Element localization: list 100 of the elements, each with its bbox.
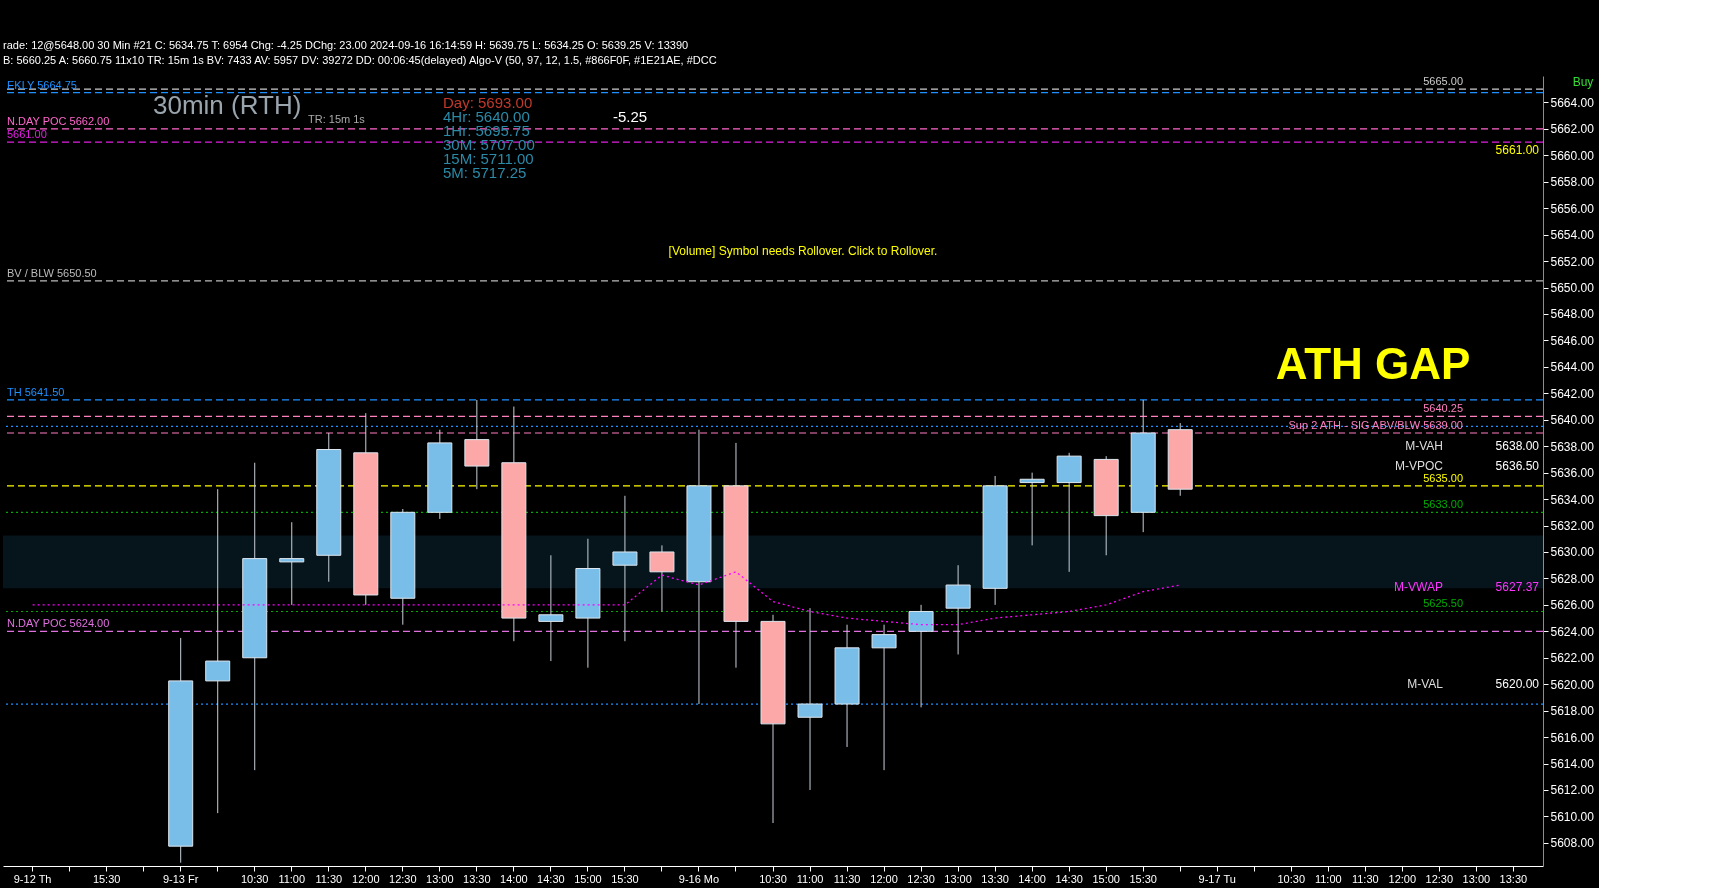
x-tick-label: 9-16 Mo xyxy=(678,872,720,885)
ref-line-label: 5665.00 xyxy=(1423,75,1463,88)
annotation: Day: 5693.00 xyxy=(443,94,533,111)
y-tick-label: 5644.00 xyxy=(1550,360,1595,375)
x-tick-label: 11:00 xyxy=(278,872,306,885)
annotation: -5.25 xyxy=(613,108,648,125)
x-tick-label: 14:00 xyxy=(500,872,528,885)
ref-line-label: N.DAY POC 5624.00 xyxy=(7,617,110,630)
x-tick-label: 11:30 xyxy=(1351,872,1379,885)
x-tick-label: 12:00 xyxy=(870,872,898,885)
ref-line-label: 5633.00 xyxy=(1423,498,1463,511)
y-tick-label: 5640.00 xyxy=(1550,413,1595,428)
x-tick-label: 14:30 xyxy=(537,872,565,885)
x-tick-label: 15:30 xyxy=(92,872,121,885)
y-tick-label: 5624.00 xyxy=(1550,624,1595,639)
y-tick-label: 5662.00 xyxy=(1550,122,1595,137)
x-tick-label: 10:30 xyxy=(1277,872,1306,885)
x-tick-label: 12:00 xyxy=(1388,872,1417,885)
ref-line-label: N.DAY POC 5662.00 xyxy=(7,114,110,127)
x-tick-label: 13:30 xyxy=(1499,872,1528,885)
annotation: 5620.00 xyxy=(1495,677,1540,691)
annotation: 5661.00 xyxy=(1495,143,1540,157)
x-tick-label: 12:30 xyxy=(389,872,417,885)
annotation: M-VPOC xyxy=(1395,459,1444,473)
y-tick-label: 5652.00 xyxy=(1550,254,1595,269)
ref-line-label: 5625.50 xyxy=(1423,597,1463,610)
y-tick-label: 5608.00 xyxy=(1550,836,1595,851)
y-tick-label: 5622.00 xyxy=(1550,651,1595,666)
x-tick-label: 12:30 xyxy=(1425,872,1454,885)
y-tick-label: 5638.00 xyxy=(1550,439,1595,454)
x-tick-label: 13:30 xyxy=(463,872,491,885)
ref-line-label: TH 5641.50 xyxy=(7,385,65,398)
y-tick-label: 5646.00 xyxy=(1550,333,1595,348)
y-tick-label: 5618.00 xyxy=(1550,704,1595,719)
ref-line-label: BV / BLW 5650.50 xyxy=(7,266,97,279)
x-tick-label: 12:00 xyxy=(352,872,380,885)
x-tick-label: 9-17 Tu xyxy=(1198,872,1236,885)
candlestick xyxy=(871,624,897,771)
annotation: M-VWAP xyxy=(1394,580,1443,594)
text: Buy xyxy=(1572,75,1594,89)
candlestick xyxy=(945,564,971,655)
annotation: 15M: 5711.00 xyxy=(443,150,534,167)
x-tick-label: 11:30 xyxy=(833,872,861,885)
text: rade: 12@5648.00 30 Min #21 C: 5634.75 T: 6954 Chg: -4.25 DChg: 23.00 2024-09-16 16:14:59 H: 5639.75 L: 5634.25 O: 5639.25 V: 13390 xyxy=(3,39,689,51)
annotation: 5627.37 xyxy=(1495,580,1540,594)
y-tick-label: 5656.00 xyxy=(1550,201,1595,216)
x-tick-label: 14:30 xyxy=(1055,872,1083,885)
ref-line-label: 5661.00 xyxy=(7,128,47,141)
candlestick xyxy=(908,604,934,708)
x-tick-label: 9-12 Th xyxy=(13,872,52,885)
annotation: M-VAH xyxy=(1405,439,1443,453)
y-tick-label: 5654.00 xyxy=(1550,228,1595,243)
y-tick-label: 5632.00 xyxy=(1550,519,1595,534)
annotation: ATH GAP xyxy=(1275,339,1471,388)
y-tick-label: 5660.00 xyxy=(1550,148,1595,163)
x-tick-label: 15:00 xyxy=(574,872,602,885)
x-tick-label: 15:30 xyxy=(611,872,639,885)
x-tick-label: 11:30 xyxy=(315,872,343,885)
annotation: 5636.50 xyxy=(1495,459,1540,473)
x-tick-label: 13:00 xyxy=(1462,872,1491,885)
x-tick-label: 13:00 xyxy=(426,872,454,885)
y-tick-label: 5614.00 xyxy=(1550,757,1595,772)
candlestick xyxy=(205,488,231,814)
annotation: 5638.00 xyxy=(1495,439,1540,453)
y-tick-label: 5626.00 xyxy=(1550,598,1595,613)
x-tick-label: 15:30 xyxy=(1129,872,1157,885)
x-tick-label: 13:30 xyxy=(981,872,1009,885)
y-tick-label: 5610.00 xyxy=(1550,809,1595,824)
candlestick xyxy=(279,521,305,606)
y-tick-label: 5664.00 xyxy=(1550,95,1595,110)
y-tick-label: 5634.00 xyxy=(1550,492,1595,507)
candlestick xyxy=(538,554,564,662)
x-tick-label: 9-13 Fr xyxy=(162,872,199,885)
text: B: 5660.25 A: 5660.75 11x10 TR: 15m 1s BV: 7433 AV: 5957 DV: 39272 DD: 00:06:45(delayed) Algo-V (50, 97, 12, 1.5, #866F0F, #1E21AE, #DCC xyxy=(3,54,717,66)
x-tick-label: 11:00 xyxy=(796,872,824,885)
y-tick-label: 5648.00 xyxy=(1550,307,1595,322)
y-tick-label: 5650.00 xyxy=(1550,281,1595,296)
y-tick-label: 5612.00 xyxy=(1550,783,1595,798)
annotation: M-VAL xyxy=(1407,677,1444,691)
annotation: TR: 15m 1s xyxy=(308,113,366,125)
x-tick-label: 12:30 xyxy=(907,872,935,885)
y-tick-label: 5636.00 xyxy=(1550,466,1595,481)
y-tick-label: 5630.00 xyxy=(1550,545,1595,560)
x-tick-label: 11:00 xyxy=(1314,872,1342,885)
y-tick-label: 5658.00 xyxy=(1550,175,1595,190)
x-tick-label: 10:30 xyxy=(759,872,787,885)
x-tick-label: 15:00 xyxy=(1092,872,1120,885)
candlestick xyxy=(649,544,675,612)
candlestick xyxy=(1019,472,1045,546)
ref-line-label: 5640.25 xyxy=(1423,402,1463,415)
x-tick-label: 14:00 xyxy=(1018,872,1046,885)
y-tick-label: 5628.00 xyxy=(1550,571,1595,586)
x-tick-label: 10:30 xyxy=(240,872,269,885)
x-tick-label: 13:00 xyxy=(944,872,972,885)
y-tick-label: 5616.00 xyxy=(1550,730,1595,745)
annotation: 5M: 5717.25 xyxy=(443,164,527,181)
candlestick xyxy=(797,607,823,791)
annotation: [Volume] Symbol needs Rollover. Click to Rollover. xyxy=(668,244,938,258)
candlestick xyxy=(612,495,638,642)
y-tick-label: 5620.00 xyxy=(1550,677,1595,692)
